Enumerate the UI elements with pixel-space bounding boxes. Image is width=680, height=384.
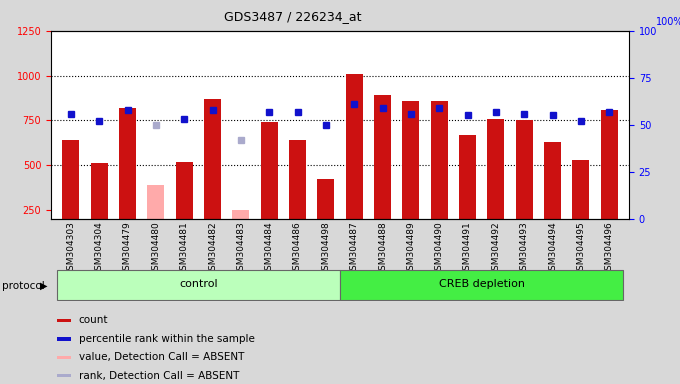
Text: rank, Detection Call = ABSENT: rank, Detection Call = ABSENT — [79, 371, 239, 381]
Text: value, Detection Call = ABSENT: value, Detection Call = ABSENT — [79, 352, 244, 362]
Bar — [204, 99, 221, 219]
Bar — [148, 185, 165, 219]
Bar — [345, 74, 362, 219]
Bar — [515, 120, 532, 219]
Text: GSM304479: GSM304479 — [123, 222, 132, 276]
Bar — [340, 270, 624, 300]
Text: GSM304486: GSM304486 — [293, 222, 302, 276]
Text: count: count — [79, 315, 108, 325]
Bar — [57, 374, 71, 377]
Bar — [544, 142, 561, 219]
Text: GSM304488: GSM304488 — [378, 222, 387, 276]
Bar — [573, 160, 590, 219]
Bar — [57, 319, 71, 322]
Text: GSM304498: GSM304498 — [322, 222, 330, 276]
Bar — [119, 108, 136, 219]
Bar — [403, 101, 420, 219]
Bar — [600, 109, 617, 219]
Bar — [260, 122, 277, 219]
Text: GSM304483: GSM304483 — [237, 222, 245, 276]
Text: control: control — [179, 280, 218, 290]
Text: GSM304303: GSM304303 — [67, 222, 75, 276]
Text: GSM304491: GSM304491 — [463, 222, 472, 276]
Text: GSM304493: GSM304493 — [520, 222, 528, 276]
Text: GSM304492: GSM304492 — [492, 222, 500, 276]
Text: GSM304495: GSM304495 — [577, 222, 585, 276]
Text: GSM304490: GSM304490 — [435, 222, 443, 276]
Text: GSM304480: GSM304480 — [152, 222, 160, 276]
Bar — [56, 270, 340, 300]
Text: GSM304481: GSM304481 — [180, 222, 188, 276]
Bar — [63, 140, 80, 219]
Text: ▶: ▶ — [40, 281, 48, 291]
Text: GSM304494: GSM304494 — [548, 222, 557, 276]
Text: GSM304484: GSM304484 — [265, 222, 273, 276]
Text: GDS3487 / 226234_at: GDS3487 / 226234_at — [224, 10, 361, 23]
Bar — [374, 95, 391, 219]
Text: CREB depletion: CREB depletion — [439, 280, 525, 290]
Bar — [430, 101, 447, 219]
Text: GSM304487: GSM304487 — [350, 222, 358, 276]
Bar — [57, 356, 71, 359]
Text: percentile rank within the sample: percentile rank within the sample — [79, 334, 254, 344]
Bar — [90, 163, 107, 219]
Text: GSM304489: GSM304489 — [407, 222, 415, 276]
Bar — [459, 135, 476, 219]
Bar — [488, 119, 505, 219]
Bar — [57, 337, 71, 341]
Text: GSM304482: GSM304482 — [208, 222, 217, 276]
Text: protocol: protocol — [2, 281, 45, 291]
Text: GSM304496: GSM304496 — [605, 222, 613, 276]
Y-axis label: 100%: 100% — [656, 17, 680, 27]
Bar — [175, 162, 192, 219]
Bar — [289, 140, 306, 219]
Bar — [318, 179, 335, 219]
Bar — [233, 210, 250, 219]
Text: GSM304304: GSM304304 — [95, 222, 103, 276]
